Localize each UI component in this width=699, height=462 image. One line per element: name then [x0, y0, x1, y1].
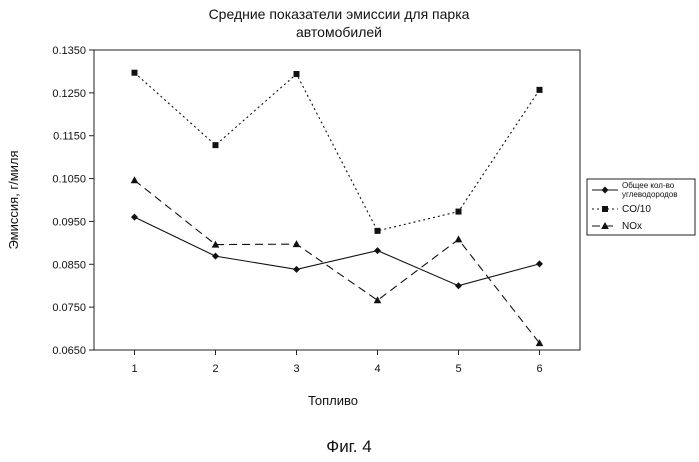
plot-area [94, 50, 580, 350]
y-tick-label: 0.1050 [52, 174, 86, 186]
data-point-nox [131, 176, 139, 183]
x-tick-label: 4 [374, 363, 380, 375]
series-line-hydrocarbons [135, 217, 540, 286]
data-point-nox [374, 296, 382, 303]
data-point-co [213, 142, 219, 148]
data-point-hydrocarbons [212, 253, 219, 260]
x-tick-label: 3 [293, 363, 299, 375]
data-point-co [456, 209, 462, 215]
legend-marker-co [602, 206, 608, 212]
series-layer [131, 70, 544, 346]
x-tick-label: 6 [536, 363, 542, 375]
data-point-nox [455, 235, 463, 242]
legend-label-hc-line2: углеводородов [622, 190, 678, 199]
y-tick-label: 0.0850 [52, 259, 86, 271]
y-tick-label: 0.1150 [53, 131, 86, 143]
data-point-hydrocarbons [455, 282, 462, 289]
x-tick-label: 1 [131, 363, 137, 375]
x-axis-label: Топливо [308, 393, 358, 408]
y-tick-label: 0.0650 [52, 345, 86, 357]
data-point-nox [293, 240, 301, 247]
y-tick-label: 0.1250 [52, 88, 86, 100]
y-tick-label: 0.1350 [52, 45, 86, 57]
data-point-hydrocarbons [131, 214, 138, 221]
x-axis: 1 2 3 4 5 6 [131, 350, 542, 375]
x-tick-label: 5 [455, 363, 461, 375]
x-tick-label: 2 [212, 363, 218, 375]
series-line-nox [135, 180, 540, 343]
legend: Общее кол-во углеводородов CO/10 NOx [587, 179, 695, 235]
y-axis: 0.0650 0.0750 0.0850 0.0950 0.1050 0.1150 0.12… [52, 45, 94, 357]
figure-caption: Фиг. 4 [326, 437, 371, 456]
data-point-hydrocarbons [374, 247, 381, 254]
data-point-hydrocarbons [293, 266, 300, 273]
y-tick-label: 0.0750 [52, 302, 86, 314]
data-point-co [375, 228, 381, 234]
chart-title-line1: Средние показатели эмиссии для парка [209, 6, 470, 22]
data-point-co [294, 71, 300, 77]
chart-title-line2: автомобилей [296, 24, 382, 40]
legend-label-hc-line1: Общее кол-во [622, 181, 675, 190]
legend-label-nox: NOx [622, 221, 642, 232]
y-axis-label: Эмиссия, г/миля [6, 150, 21, 249]
data-point-hydrocarbons [536, 260, 543, 267]
y-tick-label: 0.0950 [52, 216, 86, 228]
data-point-co [132, 70, 138, 76]
data-point-co [537, 87, 543, 93]
series-line-co [135, 73, 540, 231]
legend-label-co: CO/10 [622, 204, 651, 215]
